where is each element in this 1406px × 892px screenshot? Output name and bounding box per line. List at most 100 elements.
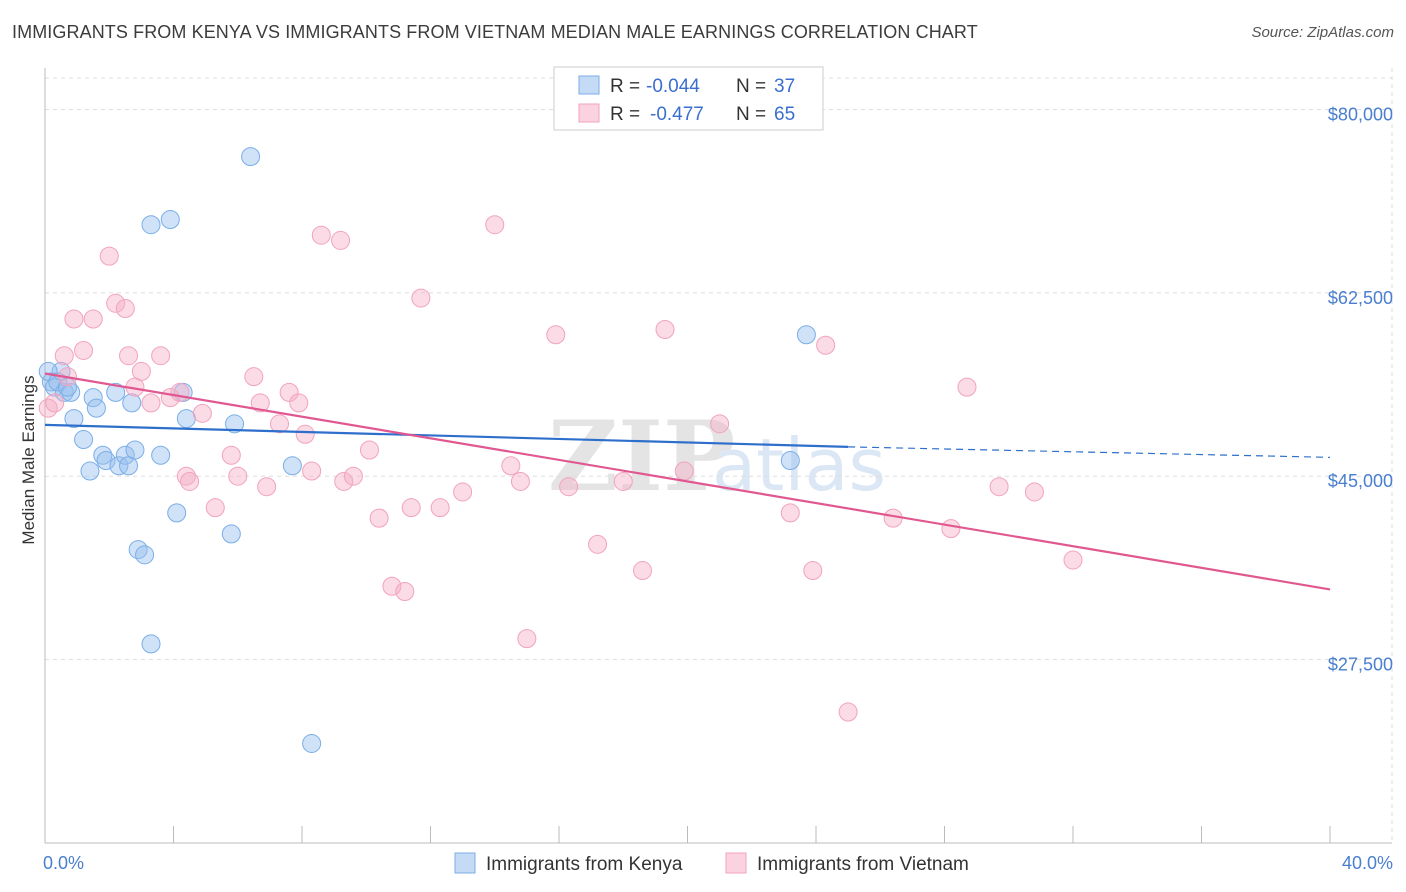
point-vietnam-48 (559, 477, 579, 497)
point-vietnam-4 (64, 309, 84, 329)
point-kenya-31 (796, 325, 816, 345)
bottom-legend-vietnam: Immigrants from Vietnam (757, 854, 969, 875)
y-tick-label-0: $27,500 (1328, 655, 1393, 675)
point-kenya-27 (225, 414, 245, 434)
point-vietnam-42 (453, 482, 473, 502)
point-vietnam-14 (151, 346, 171, 366)
point-vietnam-63 (1024, 482, 1044, 502)
point-vietnam-26 (270, 414, 290, 434)
point-vietnam-52 (655, 320, 675, 340)
point-vietnam-41 (430, 498, 450, 518)
point-kenya-20 (141, 634, 161, 654)
legend-r-vietnam: -0.477 (650, 104, 704, 125)
point-kenya-11 (96, 451, 116, 470)
point-vietnam-36 (369, 508, 389, 528)
point-vietnam-0 (38, 398, 58, 418)
watermark-atlas: atlas (712, 423, 886, 507)
point-vietnam-39 (401, 498, 421, 518)
point-vietnam-34 (343, 466, 363, 486)
point-vietnam-38 (395, 581, 415, 601)
point-kenya-23 (167, 503, 187, 523)
legend-swatch-kenya (578, 75, 600, 95)
point-kenya-17 (125, 440, 145, 460)
point-vietnam-37 (382, 576, 402, 596)
point-vietnam-12 (131, 361, 151, 381)
point-vietnam-44 (501, 456, 521, 476)
point-kenya-25 (176, 409, 196, 429)
point-vietnam-49 (588, 534, 608, 554)
point-kenya-16 (122, 393, 142, 413)
point-vietnam-53 (674, 461, 694, 481)
point-vietnam-20 (205, 498, 225, 518)
point-vietnam-5 (74, 340, 94, 360)
point-vietnam-30 (302, 461, 322, 481)
point-kenya-14 (115, 445, 135, 465)
watermark-zip: ZIP (548, 400, 735, 513)
point-vietnam-23 (244, 367, 264, 387)
point-vietnam-62 (989, 477, 1009, 497)
point-kenya-28 (241, 147, 261, 167)
point-kenya-10 (93, 445, 113, 465)
bottom-legend-swatch-kenya (454, 852, 476, 874)
point-kenya-6 (74, 430, 94, 450)
point-vietnam-2 (54, 346, 74, 366)
point-vietnam-29 (295, 424, 315, 444)
point-kenya-26 (221, 524, 241, 544)
trend-lines (44, 372, 1331, 591)
point-vietnam-28 (289, 393, 309, 413)
trend-line-kenya-extension (848, 446, 1331, 458)
x-tick-label-0: 0.0% (43, 853, 84, 873)
point-vietnam-64 (1063, 550, 1083, 570)
point-vietnam-27 (279, 382, 299, 402)
point-vietnam-45 (510, 471, 530, 491)
point-vietnam-58 (838, 702, 858, 722)
point-kenya-13 (109, 456, 129, 476)
point-vietnam-35 (359, 440, 379, 460)
point-vietnam-61 (957, 377, 977, 397)
legend-r-label-vietnam: R = (610, 104, 640, 125)
trend-line-vietnam (44, 372, 1331, 591)
point-kenya-3 (54, 382, 74, 402)
point-kenya-4 (61, 382, 81, 402)
point-vietnam-13 (141, 393, 161, 413)
point-vietnam-22 (228, 466, 248, 486)
point-vietnam-32 (331, 230, 351, 250)
point-kenya-12 (106, 382, 126, 402)
y-axis-label: Median Male Earnings (19, 375, 38, 544)
point-vietnam-57 (816, 335, 836, 355)
point-vietnam-18 (180, 471, 200, 491)
point-vietnam-17 (176, 466, 196, 486)
x-tick-label-1: 40.0% (1342, 853, 1393, 873)
bottom-legend-swatch-vietnam (725, 852, 747, 874)
legend-n-vietnam: 65 (774, 104, 795, 125)
grid (45, 68, 1393, 843)
point-vietnam-46 (517, 629, 537, 649)
point-vietnam-24 (250, 393, 270, 413)
chart-title: IMMIGRANTS FROM KENYA VS IMMIGRANTS FROM… (12, 22, 978, 42)
point-kenya-8 (83, 388, 103, 408)
legend-r-kenya: -0.044 (646, 76, 700, 97)
point-vietnam-16 (170, 382, 190, 402)
point-vietnam-60 (941, 519, 961, 539)
point-vietnam-1 (45, 393, 65, 413)
trend-line-kenya (44, 423, 849, 448)
point-kenya-30 (302, 733, 322, 753)
point-vietnam-55 (780, 503, 800, 523)
point-kenya-19 (135, 545, 155, 565)
series-legend: Immigrants from Kenya Immigrants from Vi… (454, 852, 969, 875)
legend-n-label-kenya: N = (736, 76, 766, 97)
legend-n-label-vietnam: N = (736, 104, 766, 125)
correlation-legend: R = -0.044 N = 37 R = -0.477 N = 65 (553, 66, 824, 131)
bottom-legend-kenya: Immigrants from Kenya (486, 854, 683, 875)
point-vietnam-56 (803, 561, 823, 581)
y-tick-label-3: $80,000 (1328, 104, 1393, 124)
point-kenya-9 (86, 398, 106, 418)
point-vietnam-19 (192, 403, 212, 423)
point-kenya-18 (128, 540, 148, 560)
point-vietnam-8 (106, 293, 126, 313)
point-vietnam-33 (334, 471, 354, 491)
legend-swatch-vietnam (578, 103, 600, 123)
point-kenya-29 (282, 456, 302, 476)
point-vietnam-51 (633, 561, 653, 581)
